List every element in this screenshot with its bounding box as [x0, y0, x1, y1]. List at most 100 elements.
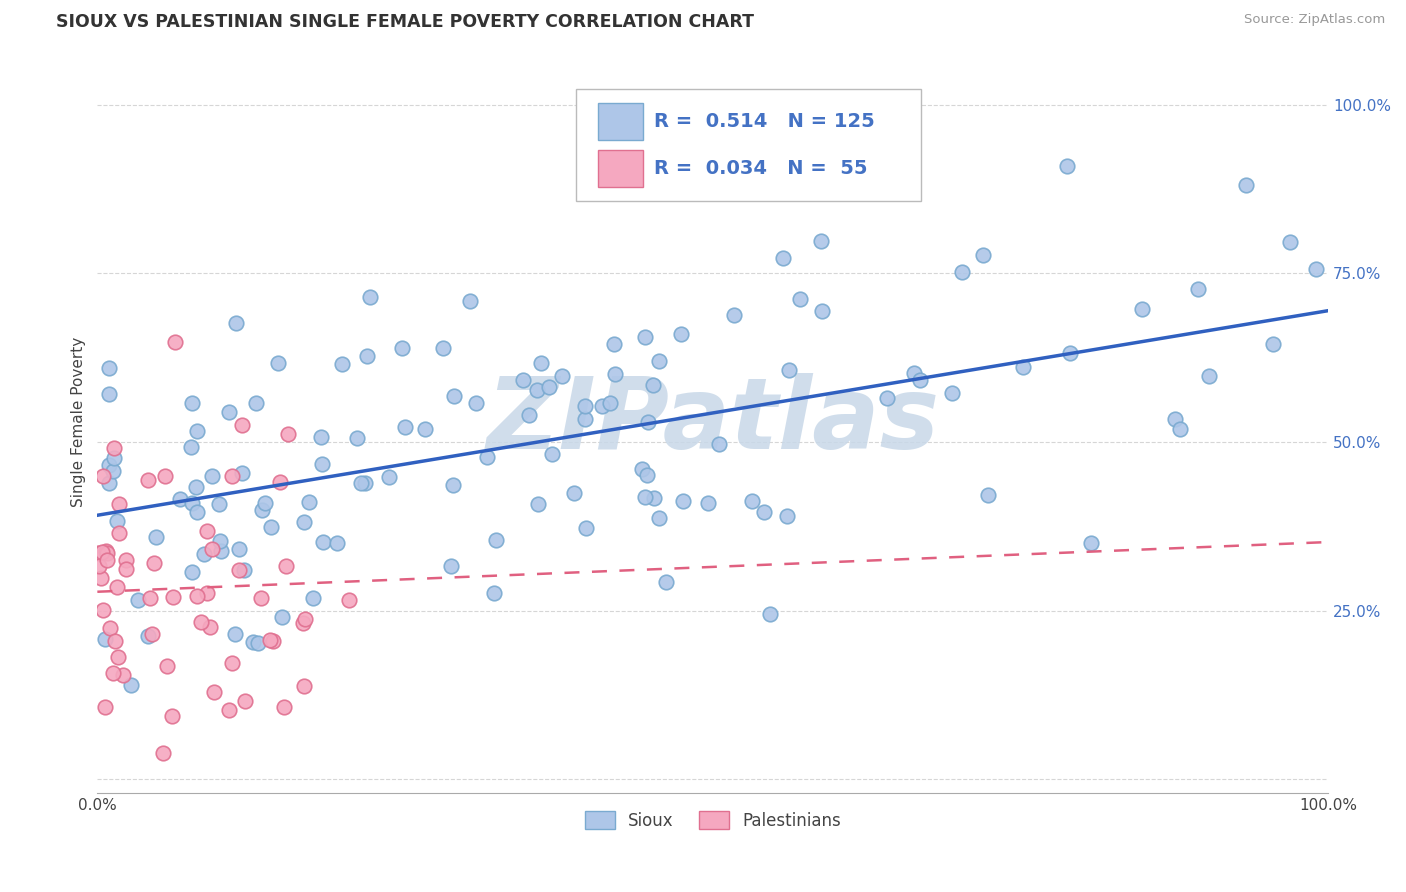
Point — [186, 505, 208, 519]
Point — [276, 558, 298, 573]
Point — [180, 440, 202, 454]
Point — [574, 412, 596, 426]
Point — [269, 475, 291, 489]
Point — [262, 633, 284, 648]
Point — [538, 380, 561, 394]
Point — [391, 341, 413, 355]
Point — [250, 503, 273, 517]
Point — [1234, 178, 1257, 192]
Point — [337, 593, 360, 607]
Point — [193, 547, 215, 561]
Point — [190, 615, 212, 629]
Point — [267, 356, 290, 370]
Point — [1187, 282, 1209, 296]
Point — [1305, 262, 1327, 277]
Point — [91, 603, 114, 617]
Point — [359, 290, 381, 304]
Point — [260, 520, 283, 534]
Point — [1198, 369, 1220, 384]
Point — [312, 535, 335, 549]
Point — [153, 468, 176, 483]
Point — [181, 396, 204, 410]
Point — [443, 389, 465, 403]
Point — [603, 337, 626, 351]
Point — [485, 533, 508, 547]
Point — [228, 562, 250, 576]
Point — [591, 399, 613, 413]
Point — [634, 490, 657, 504]
Point — [311, 457, 333, 471]
Point — [91, 469, 114, 483]
Point — [1164, 412, 1187, 426]
Point — [977, 487, 1000, 501]
Point — [302, 591, 325, 605]
Text: SIOUX VS PALESTINIAN SINGLE FEMALE POVERTY CORRELATION CHART: SIOUX VS PALESTINIAN SINGLE FEMALE POVER… — [56, 13, 754, 31]
Point — [477, 450, 499, 464]
Point — [195, 586, 218, 600]
Point — [181, 565, 204, 579]
Point — [530, 356, 553, 370]
Point — [253, 496, 276, 510]
Point — [297, 495, 319, 509]
Point — [141, 627, 163, 641]
Point — [231, 417, 253, 432]
Point — [114, 553, 136, 567]
Point — [225, 316, 247, 330]
Point — [647, 354, 669, 368]
Point — [574, 399, 596, 413]
Point — [103, 666, 125, 681]
Point — [224, 627, 246, 641]
Point — [482, 585, 505, 599]
Point — [354, 476, 377, 491]
Point — [245, 396, 267, 410]
Point — [142, 557, 165, 571]
Point — [259, 632, 281, 647]
Text: Source: ZipAtlas.com: Source: ZipAtlas.com — [1244, 13, 1385, 27]
Point — [231, 466, 253, 480]
Point — [221, 656, 243, 670]
Point — [136, 473, 159, 487]
Text: R =  0.514   N = 125: R = 0.514 N = 125 — [654, 112, 875, 131]
Point — [232, 562, 254, 576]
Point — [273, 700, 295, 714]
Point — [233, 694, 256, 708]
Point — [332, 357, 354, 371]
Point — [458, 294, 481, 309]
Point — [810, 234, 832, 248]
Point — [202, 685, 225, 699]
Point — [201, 542, 224, 557]
Point — [541, 447, 564, 461]
Point — [160, 709, 183, 723]
Point — [356, 349, 378, 363]
Point — [752, 505, 775, 519]
Point — [100, 621, 122, 635]
Point — [97, 387, 120, 401]
Point — [115, 562, 138, 576]
Point — [94, 632, 117, 646]
Point — [643, 378, 665, 392]
Point — [145, 530, 167, 544]
Point — [876, 391, 898, 405]
Point — [950, 265, 973, 279]
Point — [181, 496, 204, 510]
Point — [94, 699, 117, 714]
Point — [94, 544, 117, 558]
Point — [169, 491, 191, 506]
Point — [575, 521, 598, 535]
Point — [218, 703, 240, 717]
Point — [776, 508, 799, 523]
Point — [103, 451, 125, 466]
Text: ZIPatlas: ZIPatlas — [486, 373, 939, 470]
Point — [603, 367, 626, 381]
Point — [1261, 336, 1284, 351]
Point — [778, 362, 800, 376]
Point — [526, 384, 548, 398]
Point — [903, 366, 925, 380]
Y-axis label: Single Female Poverty: Single Female Poverty — [72, 336, 86, 507]
Point — [637, 415, 659, 429]
Point — [551, 368, 574, 383]
Point — [413, 422, 436, 436]
Point — [208, 533, 231, 548]
Point — [465, 396, 488, 410]
Point — [655, 575, 678, 590]
